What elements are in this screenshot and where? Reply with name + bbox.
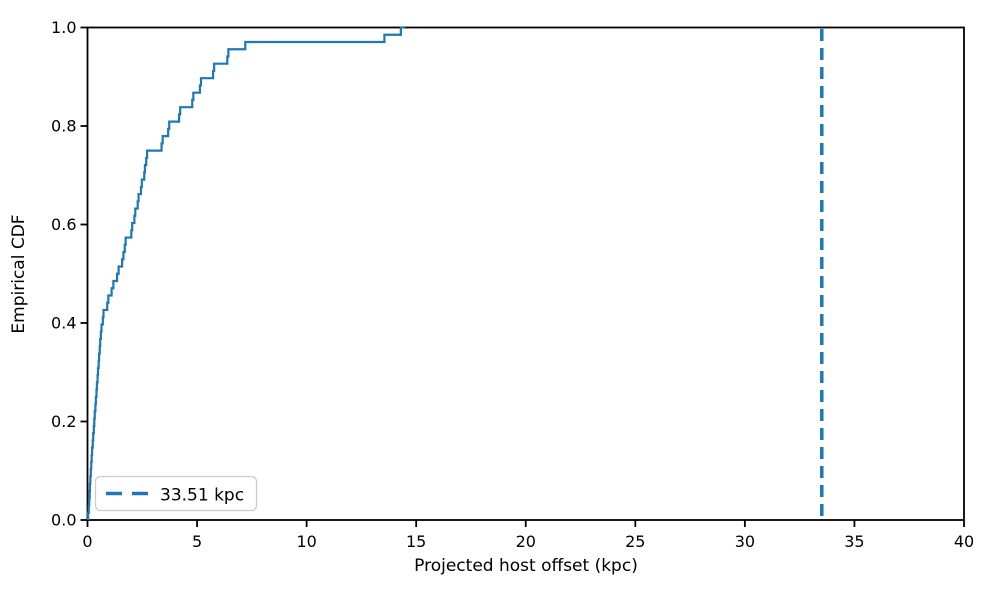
x-tick-label: 10 [296,532,316,551]
y-tick-label: 1.0 [51,18,76,37]
legend: 33.51 kpc [94,475,258,512]
x-tick-label: 15 [406,532,426,551]
x-tick-label: 35 [844,532,864,551]
ecdf-curve [87,26,406,520]
y-axis-label: Empirical CDF [9,214,29,333]
y-tick-label: 0.0 [51,511,76,530]
legend-box [94,475,258,512]
y-axis-ticks: 0.0 0.2 0.4 0.6 0.8 1.0 [51,18,88,530]
y-tick-label: 0.6 [51,215,76,234]
x-axis-ticks: 0 5 10 15 20 25 30 35 40 [82,520,974,551]
x-tick-label: 0 [82,532,92,551]
x-tick-label: 40 [954,532,974,551]
x-tick-label: 25 [625,532,645,551]
plot-frame [86,26,965,521]
x-tick-label: 30 [735,532,755,551]
legend-label: 33.51 kpc [160,486,244,506]
y-tick-label: 0.8 [51,117,76,136]
y-tick-label: 0.4 [51,314,76,333]
x-tick-label: 5 [192,532,202,551]
x-axis-label: Projected host offset (kpc) [414,556,638,576]
y-tick-label: 0.2 [51,412,76,431]
x-tick-label: 20 [516,532,536,551]
